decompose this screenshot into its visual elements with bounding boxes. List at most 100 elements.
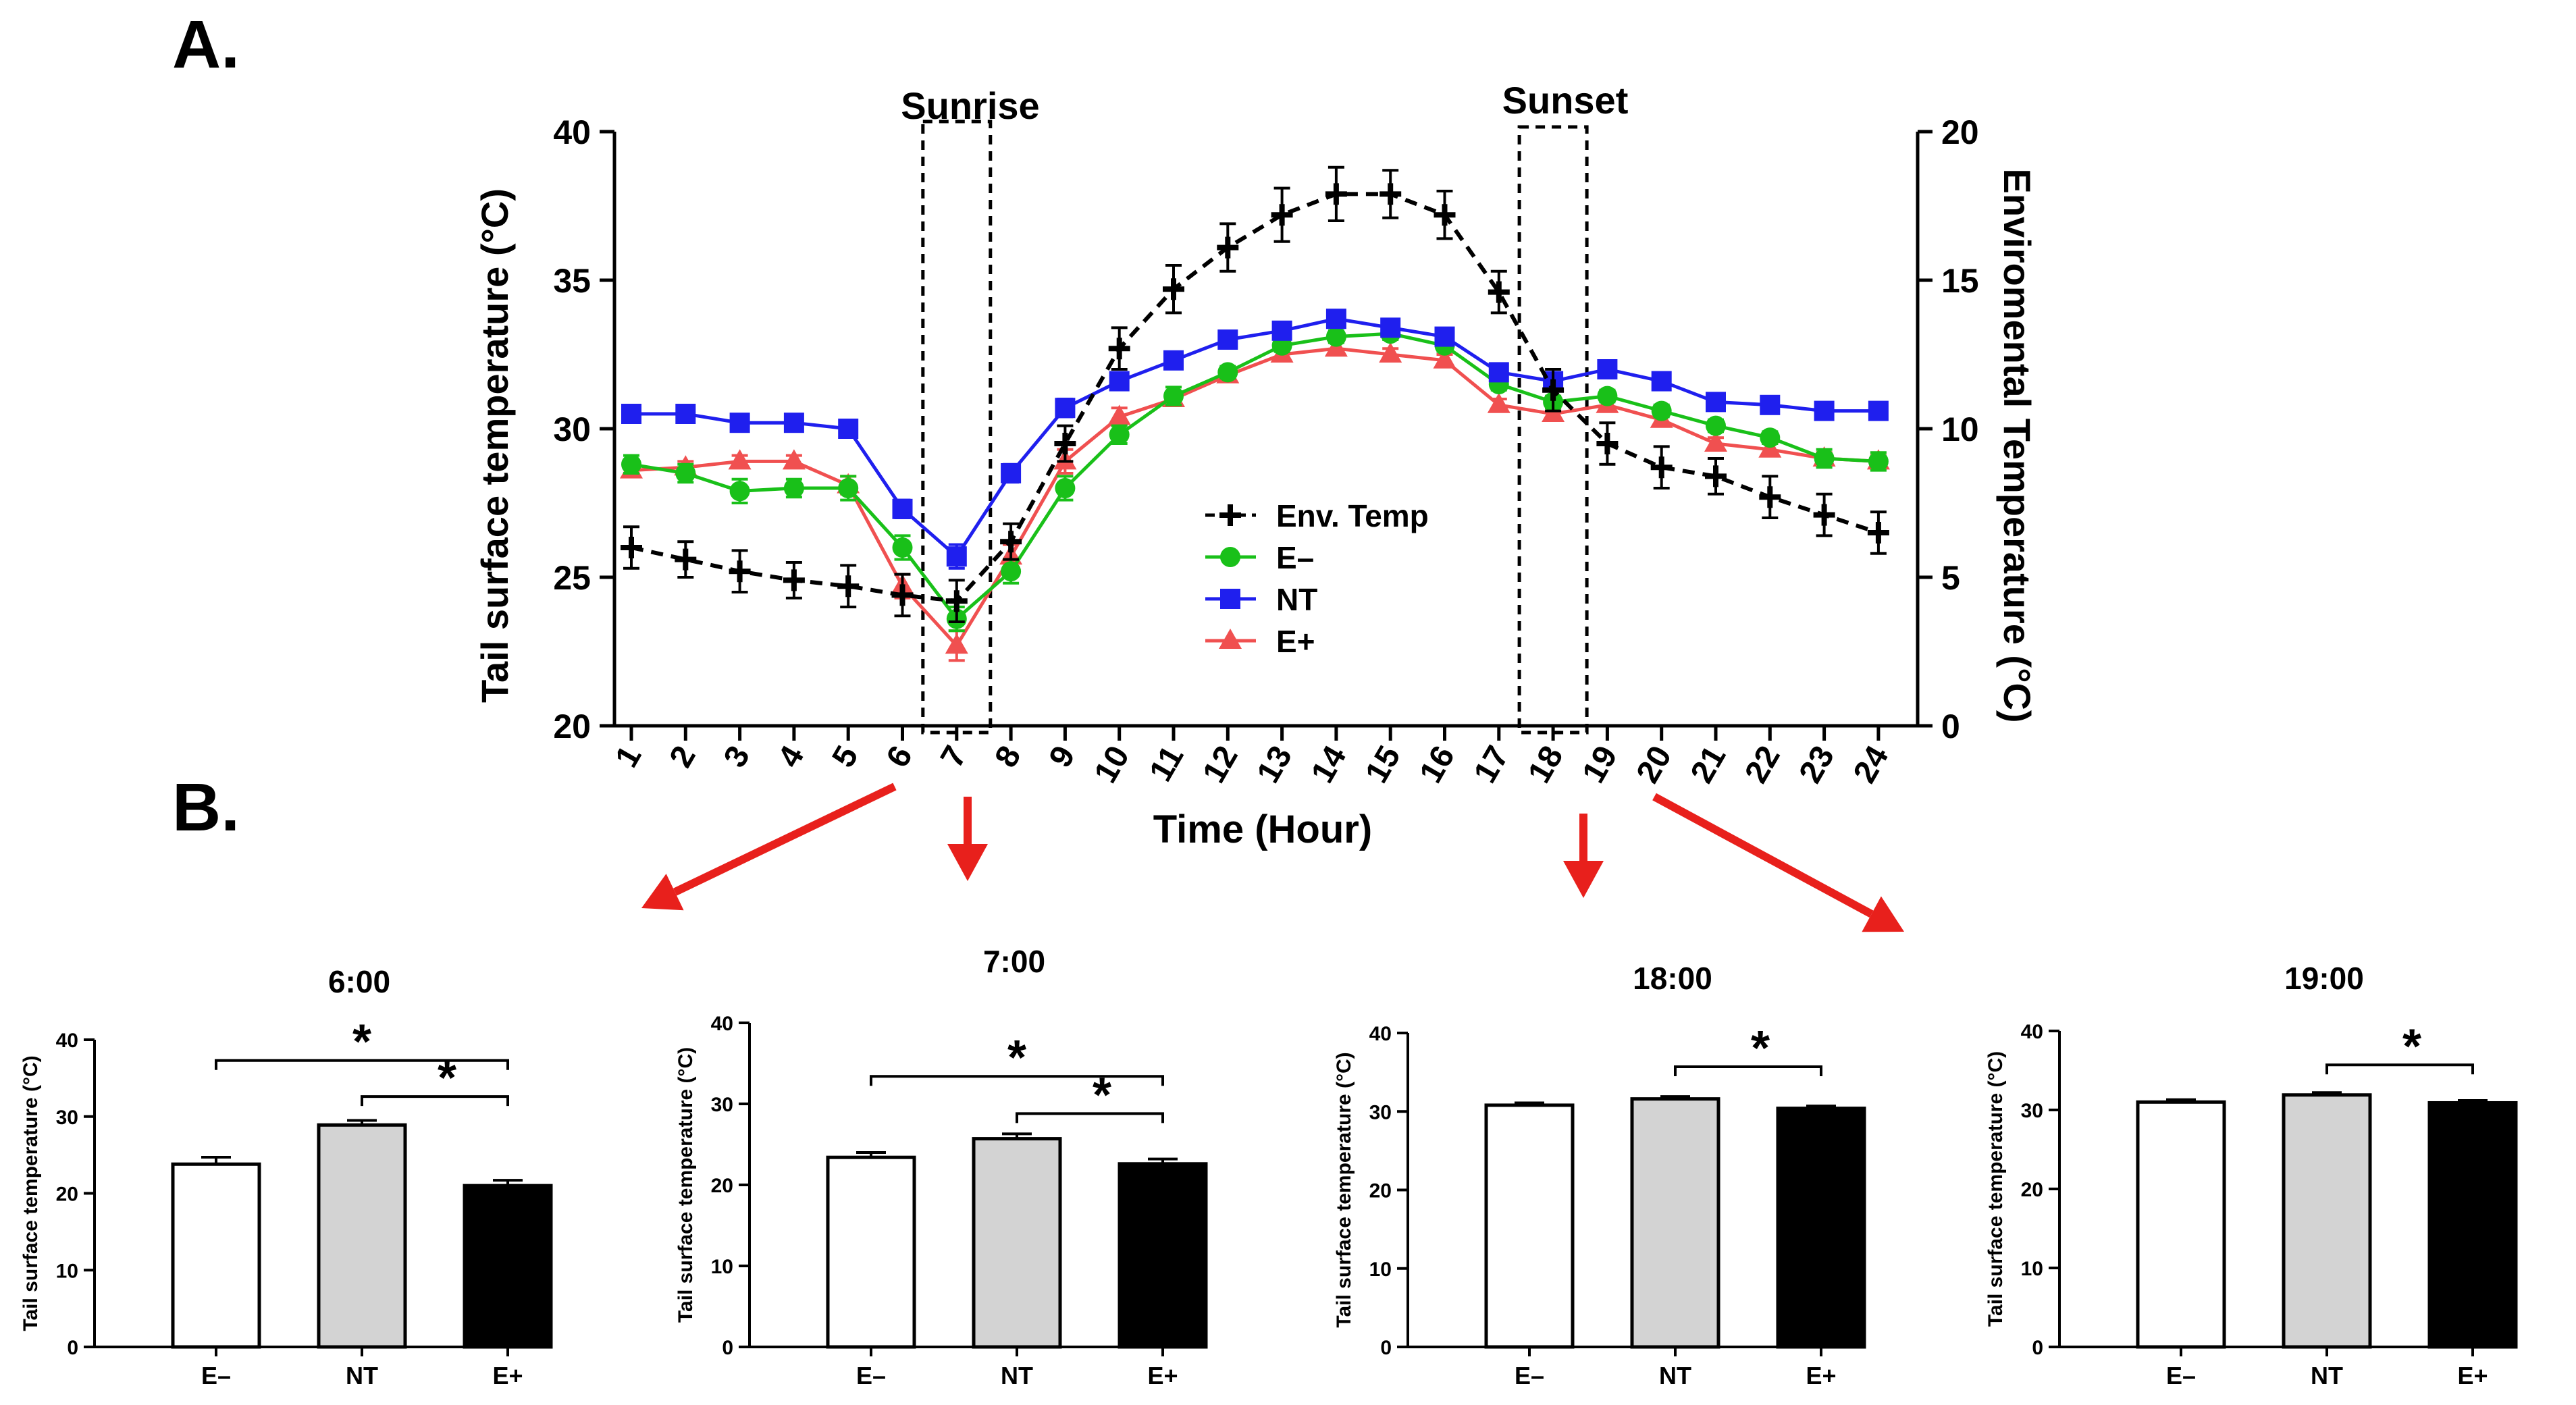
panel-label-b: B. bbox=[172, 770, 240, 845]
data-point bbox=[1055, 398, 1076, 419]
data-point bbox=[1650, 456, 1673, 479]
y2-tick-label: 5 bbox=[1941, 559, 1960, 597]
x-tick-label: 13 bbox=[1251, 740, 1300, 789]
legend-marker bbox=[1219, 504, 1241, 526]
y-tick-label: 10 bbox=[56, 1260, 78, 1282]
legend-label: E– bbox=[1276, 540, 1314, 575]
data-point bbox=[1217, 236, 1239, 259]
x-tick-label: 3 bbox=[717, 740, 757, 774]
bar-chart-title: 18:00 bbox=[1633, 961, 1712, 996]
arrow-head bbox=[947, 844, 988, 881]
arrow-head bbox=[641, 874, 684, 911]
bar-chart-title: 7:00 bbox=[983, 944, 1045, 979]
data-point bbox=[1108, 338, 1130, 360]
data-point bbox=[1163, 278, 1184, 300]
data-point bbox=[1868, 451, 1889, 472]
data-point bbox=[946, 546, 967, 567]
bar bbox=[2136, 1100, 2226, 1349]
x-tick-label: 19 bbox=[1575, 740, 1625, 789]
data-point bbox=[1109, 424, 1130, 445]
data-point bbox=[729, 481, 750, 502]
data-point bbox=[621, 454, 641, 475]
data-point bbox=[729, 560, 751, 583]
bar-chart-y-axis-label: Tail surface temperature (°C) bbox=[1984, 1051, 2007, 1327]
data-point bbox=[1163, 350, 1184, 371]
legend-label: Env. Temp bbox=[1276, 498, 1429, 533]
line-chart-y2-axis-label: Enviromental Temperature (°C) bbox=[1996, 168, 2039, 722]
significance-bracket bbox=[1016, 1112, 1164, 1123]
data-point bbox=[1759, 486, 1781, 508]
x-tick-label: 10 bbox=[1088, 740, 1137, 789]
bar-charts: 6:00 Tail surface temperature (°C) 0 10 20 30… bbox=[20, 944, 2518, 1389]
significance-bracket bbox=[870, 1075, 1164, 1086]
y-tick-label: 0 bbox=[1380, 1337, 1392, 1359]
data-point bbox=[1542, 379, 1565, 401]
y-tick-label: 0 bbox=[722, 1337, 733, 1359]
data-point bbox=[1867, 522, 1889, 544]
data-point bbox=[783, 478, 804, 498]
y-tick-label: 25 bbox=[553, 559, 591, 597]
sunset-box bbox=[1517, 125, 1589, 735]
arrow-head bbox=[1563, 861, 1604, 898]
data-point bbox=[1704, 431, 1727, 452]
bar-chart-700: 7:00 Tail surface temperature (°C) 0 10 20 30… bbox=[675, 944, 1208, 1389]
data-point bbox=[1163, 386, 1184, 406]
significance-star: * bbox=[1007, 1031, 1026, 1085]
x-tick-label: 12 bbox=[1196, 740, 1245, 789]
arrow-to-19h bbox=[1652, 793, 1904, 932]
bar bbox=[1776, 1107, 1866, 1349]
data-point bbox=[728, 449, 752, 470]
data-point bbox=[1760, 427, 1781, 448]
x-tick-label: 16 bbox=[1413, 740, 1462, 789]
legend-label: NT bbox=[1276, 582, 1317, 617]
series-line bbox=[631, 317, 1878, 559]
y2-tick-label: 20 bbox=[1941, 113, 1979, 151]
y-tick-label: 20 bbox=[711, 1175, 733, 1197]
data-point bbox=[1813, 504, 1835, 526]
data-point bbox=[621, 404, 641, 424]
line-chart-marks bbox=[620, 120, 1890, 735]
legend: Env. Temp E– NT E+ bbox=[1205, 498, 1429, 659]
x-tick-label: 6 bbox=[880, 740, 920, 774]
significance-star: * bbox=[1751, 1022, 1770, 1076]
series-envtemp bbox=[621, 165, 1889, 623]
data-point bbox=[1706, 392, 1726, 413]
data-point bbox=[1434, 326, 1455, 347]
y-tick-label: 40 bbox=[2021, 1021, 2043, 1043]
x-tick-label: 17 bbox=[1467, 740, 1517, 789]
y-tick-label: 30 bbox=[1369, 1101, 1392, 1123]
data-point bbox=[1217, 329, 1238, 350]
x-tick-label: E– bbox=[201, 1362, 231, 1389]
bar bbox=[2427, 1101, 2518, 1349]
data-point bbox=[945, 633, 968, 654]
y2-tick-label: 15 bbox=[1941, 262, 1979, 300]
bar-chart-y-axis-label: Tail surface temperature (°C) bbox=[1333, 1052, 1355, 1327]
significance-bracket bbox=[215, 1059, 509, 1070]
series-line bbox=[631, 192, 1879, 604]
x-tick-label: NT bbox=[2311, 1362, 2343, 1389]
bar bbox=[1118, 1162, 1208, 1349]
bar-chart-1900: 19:00 Tail surface temperature (°C) 0 10 20 3… bbox=[1984, 961, 2518, 1389]
data-point bbox=[1487, 392, 1510, 413]
y-tick-label: 30 bbox=[711, 1094, 733, 1116]
x-tick-label: E– bbox=[856, 1362, 886, 1389]
data-point bbox=[675, 548, 697, 571]
y-tick-label: 40 bbox=[56, 1030, 78, 1052]
data-point bbox=[729, 413, 750, 433]
data-point bbox=[945, 590, 968, 612]
arrow-shaft bbox=[1652, 793, 1874, 918]
bar-chart-y-axis-label: Tail surface temperature (°C) bbox=[675, 1047, 697, 1323]
data-point bbox=[1001, 463, 1022, 483]
bar-chart-y-axis-label: Tail surface temperature (°C) bbox=[20, 1055, 42, 1331]
data-point bbox=[1814, 400, 1835, 421]
data-point bbox=[1217, 362, 1238, 383]
y-tick-label: 40 bbox=[1369, 1023, 1392, 1045]
data-point bbox=[1054, 433, 1076, 454]
y-tick-label: 40 bbox=[553, 113, 591, 151]
x-tick-label: E– bbox=[2166, 1362, 2196, 1389]
y-tick-label: 10 bbox=[711, 1256, 733, 1278]
y-tick-label: 30 bbox=[553, 410, 591, 448]
data-point bbox=[837, 575, 860, 598]
y-tick-label: 20 bbox=[1369, 1180, 1392, 1202]
